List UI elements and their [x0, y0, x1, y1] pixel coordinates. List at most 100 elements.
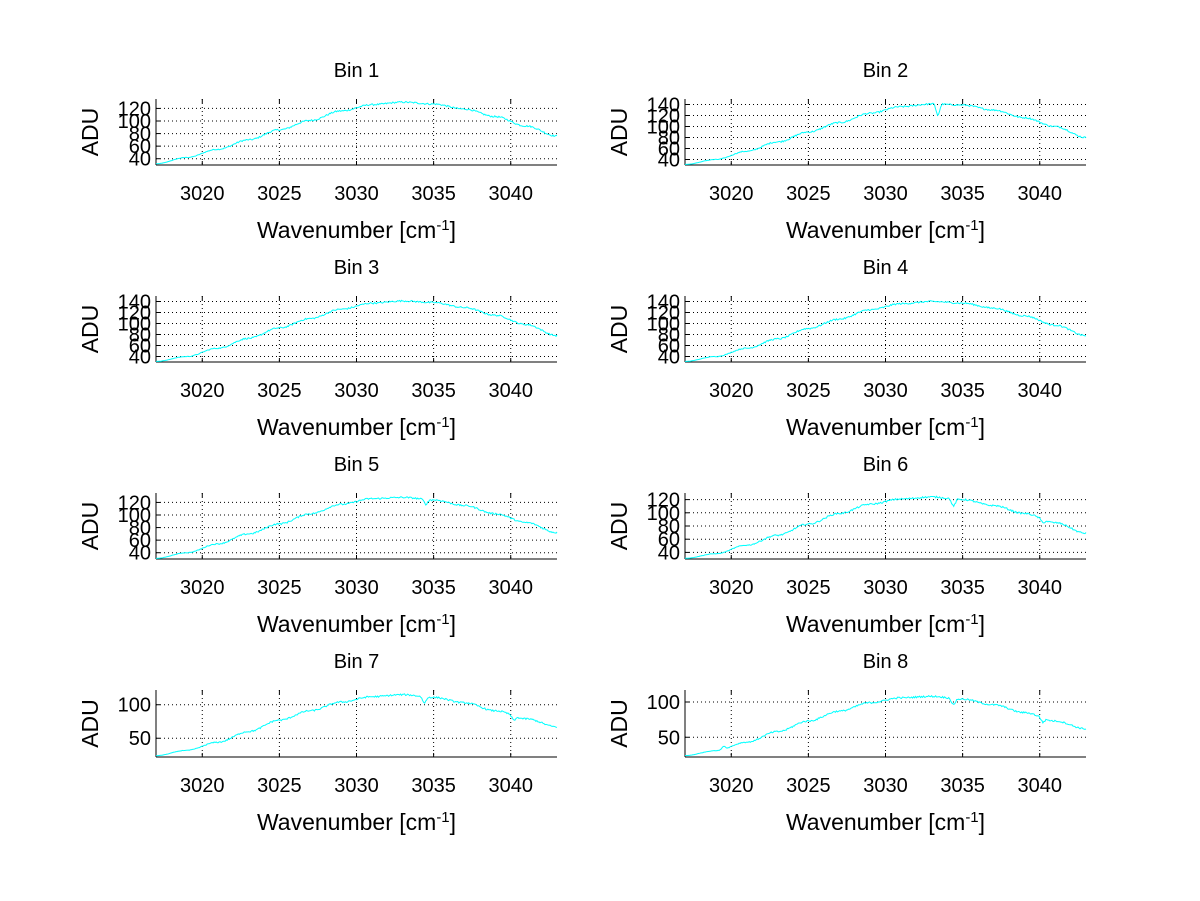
- y-tick-label: 120: [118, 303, 151, 325]
- x-tick-label: 3040: [488, 380, 533, 402]
- y-tick-label: 80: [129, 124, 151, 146]
- subplot-title: Bin 7: [334, 651, 380, 673]
- x-axis-label-main: Wavenumber [cm: [257, 217, 436, 243]
- x-axis-label-main: Wavenumber [cm: [786, 809, 965, 835]
- x-tick-label: 3020: [180, 577, 225, 599]
- x-axis-label: Wavenumber [cm-1]: [257, 414, 456, 441]
- x-axis-label-main: Wavenumber [cm: [786, 611, 965, 637]
- x-tick-label: 3040: [488, 775, 533, 797]
- x-axis-label: Wavenumber [cm-1]: [786, 611, 985, 638]
- series-line: [156, 693, 558, 757]
- y-tick-label: 80: [658, 325, 680, 347]
- subplot-title: Bin 3: [334, 257, 380, 279]
- x-axis-label-end: ]: [979, 611, 985, 637]
- y-tick-label: 100: [647, 314, 680, 336]
- y-tick-label: 60: [658, 139, 680, 161]
- x-tick-label: 3025: [257, 380, 302, 402]
- x-tick-label: 3030: [863, 380, 908, 402]
- x-tick-label: 3040: [1017, 577, 1062, 599]
- x-tick-label: 3035: [940, 577, 985, 599]
- x-axis-label-end: ]: [979, 217, 985, 243]
- y-tick-label: 80: [129, 518, 151, 540]
- x-axis-label-sup: -1: [965, 414, 978, 431]
- x-tick-label: 3030: [863, 775, 908, 797]
- x-tick-label: 3035: [940, 775, 985, 797]
- subplot-title: Bin 5: [334, 454, 380, 476]
- x-axis-label: Wavenumber [cm-1]: [257, 611, 456, 638]
- x-tick-label: 3035: [411, 183, 456, 205]
- x-axis-label-end: ]: [979, 809, 985, 835]
- y-tick-label: 120: [118, 98, 151, 120]
- x-tick-label: 3020: [709, 577, 754, 599]
- x-tick-label: 3020: [180, 380, 225, 402]
- x-axis-label-sup: -1: [965, 217, 978, 234]
- y-tick-label: 40: [658, 150, 680, 172]
- subplot-title: Bin 2: [863, 60, 909, 82]
- x-axis-label-main: Wavenumber [cm: [257, 414, 436, 440]
- x-axis-label-main: Wavenumber [cm: [786, 217, 965, 243]
- x-tick-label: 3035: [940, 380, 985, 402]
- y-tick-label: 40: [129, 347, 151, 369]
- series-line: [685, 300, 1087, 362]
- x-tick-label: 3035: [411, 775, 456, 797]
- y-tick-label: 120: [118, 492, 151, 514]
- y-axis-label: ADU: [77, 305, 103, 354]
- y-axis-label: ADU: [606, 305, 632, 354]
- series-line: [685, 495, 1087, 559]
- x-axis-label-end: ]: [450, 611, 456, 637]
- x-tick-label: 3035: [411, 577, 456, 599]
- y-axis-label: ADU: [606, 108, 632, 157]
- x-axis-label-sup: -1: [436, 217, 449, 234]
- x-axis-label-main: Wavenumber [cm: [786, 414, 965, 440]
- x-tick-label: 3025: [786, 775, 831, 797]
- x-tick-label: 3030: [334, 775, 379, 797]
- y-tick-label: 60: [658, 336, 680, 358]
- x-axis-label: Wavenumber [cm-1]: [786, 217, 985, 244]
- y-tick-label: 80: [129, 325, 151, 347]
- x-tick-label: 3040: [1017, 183, 1062, 205]
- x-tick-label: 3040: [1017, 380, 1062, 402]
- y-tick-label: 40: [129, 543, 151, 565]
- y-tick-label: 60: [129, 136, 151, 158]
- y-axis-label: ADU: [606, 502, 632, 551]
- y-axis-label: ADU: [77, 502, 103, 551]
- x-tick-label: 3020: [709, 380, 754, 402]
- series-line: [156, 100, 558, 165]
- x-axis-label: Wavenumber [cm-1]: [786, 414, 985, 441]
- subplot-7: 3020 3025 3030 3035 3040 50 100 Bin 7 ADU Wavenum…: [77, 651, 558, 835]
- y-tick-label: 60: [129, 530, 151, 552]
- y-tick-label: 120: [647, 303, 680, 325]
- y-tick-label: 100: [647, 503, 680, 525]
- y-tick-label: 50: [658, 727, 680, 749]
- x-tick-label: 3040: [1017, 775, 1062, 797]
- x-tick-label: 3035: [411, 380, 456, 402]
- x-axis-label-sup: -1: [436, 611, 449, 628]
- y-tick-label: 120: [647, 106, 680, 128]
- y-tick-label: 140: [118, 292, 151, 314]
- x-tick-label: 3020: [709, 775, 754, 797]
- x-axis-label-end: ]: [450, 217, 456, 243]
- series-line: [685, 102, 1087, 165]
- x-axis-label-end: ]: [979, 414, 985, 440]
- x-tick-label: 3030: [863, 183, 908, 205]
- x-tick-label: 3030: [334, 380, 379, 402]
- x-tick-label: 3025: [257, 577, 302, 599]
- series-line: [685, 694, 1087, 757]
- y-tick-label: 40: [658, 542, 680, 564]
- x-axis-label: Wavenumber [cm-1]: [786, 809, 985, 836]
- x-tick-label: 3030: [334, 183, 379, 205]
- y-tick-label: 60: [658, 529, 680, 551]
- subplot-8: 3020 3025 3030 3035 3040 50 100 Bin 8 ADU Wavenum…: [606, 651, 1087, 836]
- series-line: [156, 299, 558, 362]
- x-tick-label: 3025: [257, 775, 302, 797]
- x-tick-label: 3035: [940, 183, 985, 205]
- x-tick-label: 3025: [786, 577, 831, 599]
- y-tick-label: 120: [647, 490, 680, 512]
- x-axis-label-end: ]: [450, 414, 456, 440]
- x-tick-label: 3030: [334, 577, 379, 599]
- y-tick-label: 40: [658, 347, 680, 369]
